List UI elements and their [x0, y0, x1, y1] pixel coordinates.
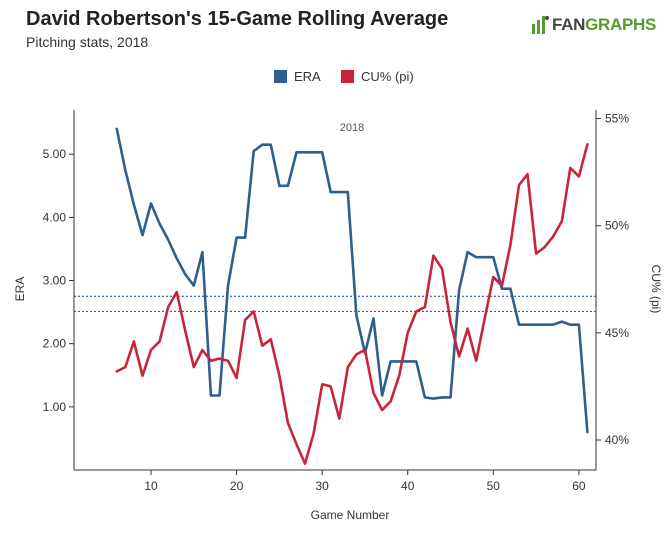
- y2-tick-label: 55%: [605, 112, 629, 126]
- legend-cu-swatch: [341, 70, 354, 83]
- logo-text-graphs: GRAPHS: [585, 15, 656, 34]
- logo-text-fan: FAN: [551, 15, 586, 34]
- era-series-line: [115, 127, 589, 434]
- reference-lines: [74, 295, 596, 313]
- x-tick-label: 20: [230, 479, 244, 493]
- axes: 10 20 30 40 50 60 1.00 2.00 3.00 4.00 5.00 40% 45% 50…: [43, 110, 629, 493]
- x-tick-label: 40: [401, 479, 415, 493]
- series-lines: [115, 127, 589, 465]
- y2-tick-label: 50%: [605, 219, 629, 233]
- cu-series-line: [115, 143, 589, 465]
- x-axis-label: Game Number: [311, 508, 390, 522]
- y2-axis-label: CU% (pi): [649, 265, 663, 314]
- chart-subtitle: Pitching stats, 2018: [26, 34, 149, 50]
- plot-inner-title: 2018: [340, 122, 364, 134]
- x-tick-label: 60: [572, 479, 586, 493]
- y2-tick-label: 45%: [605, 326, 629, 340]
- x-tick-label: 10: [144, 479, 158, 493]
- y2-tick-label: 40%: [605, 433, 629, 447]
- y-tick-label: 4.00: [43, 210, 67, 224]
- y-tick-label: 5.00: [43, 147, 67, 161]
- y-tick-label: 2.00: [43, 337, 67, 351]
- x-tick-label: 50: [487, 479, 501, 493]
- legend-cu-label[interactable]: CU% (pi): [361, 69, 414, 84]
- legend-era-swatch: [274, 70, 287, 83]
- fangraphs-logo-icon: [531, 16, 549, 34]
- legend-era-label[interactable]: ERA: [294, 69, 321, 84]
- y-tick-label: 3.00: [43, 274, 67, 288]
- x-tick-label: 30: [315, 479, 329, 493]
- y-axis-label: ERA: [13, 277, 27, 302]
- legend: ERA CU% (pi): [274, 69, 414, 84]
- y-tick-label: 1.00: [43, 400, 67, 414]
- fangraphs-logo[interactable]: FAN GRAPHS: [530, 14, 656, 36]
- chart-title: David Robertson's 15-Game Rolling Averag…: [26, 8, 449, 30]
